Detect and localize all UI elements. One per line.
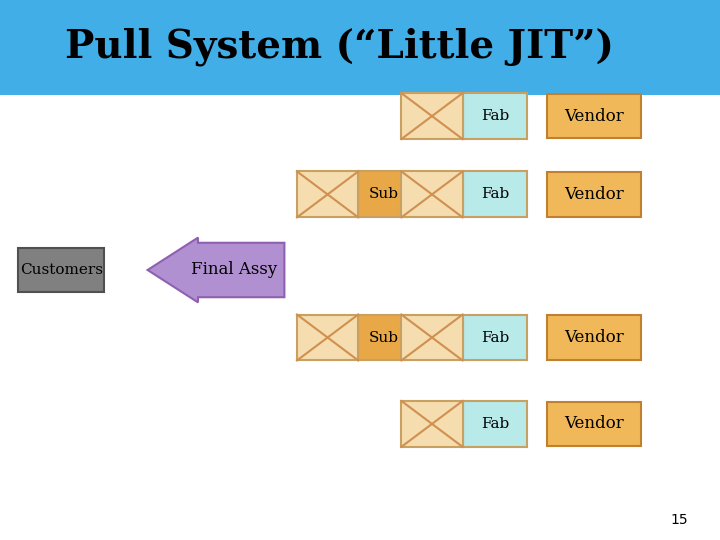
Bar bbox=[297, 172, 359, 217]
Bar bbox=[547, 402, 641, 446]
Polygon shape bbox=[148, 238, 284, 302]
Text: Sub: Sub bbox=[369, 187, 398, 201]
Text: Customers: Customers bbox=[19, 263, 103, 277]
Bar bbox=[0, 0, 720, 94]
Bar bbox=[547, 94, 641, 138]
Text: Fab: Fab bbox=[481, 417, 509, 431]
Text: Pull System (“Little JIT”): Pull System (“Little JIT”) bbox=[65, 28, 613, 66]
Text: Vendor: Vendor bbox=[564, 186, 624, 203]
Bar bbox=[359, 172, 409, 217]
Text: Fab: Fab bbox=[481, 330, 509, 345]
Text: 15: 15 bbox=[670, 512, 688, 526]
Bar bbox=[402, 314, 462, 361]
Bar bbox=[462, 401, 527, 447]
Text: Vendor: Vendor bbox=[564, 329, 624, 346]
Bar bbox=[359, 314, 409, 361]
Bar bbox=[402, 172, 462, 217]
Bar bbox=[462, 172, 527, 217]
Text: Vendor: Vendor bbox=[564, 415, 624, 433]
Text: Fab: Fab bbox=[481, 109, 509, 123]
Bar bbox=[18, 248, 104, 292]
Text: Final Assy: Final Assy bbox=[191, 261, 277, 279]
Bar bbox=[297, 314, 359, 361]
Bar bbox=[462, 93, 527, 139]
Text: Vendor: Vendor bbox=[564, 107, 624, 125]
Bar bbox=[462, 314, 527, 361]
Bar bbox=[402, 93, 462, 139]
Bar bbox=[402, 401, 462, 447]
Bar bbox=[547, 172, 641, 217]
Bar bbox=[547, 315, 641, 360]
Text: Sub: Sub bbox=[369, 330, 398, 345]
Text: Fab: Fab bbox=[481, 187, 509, 201]
